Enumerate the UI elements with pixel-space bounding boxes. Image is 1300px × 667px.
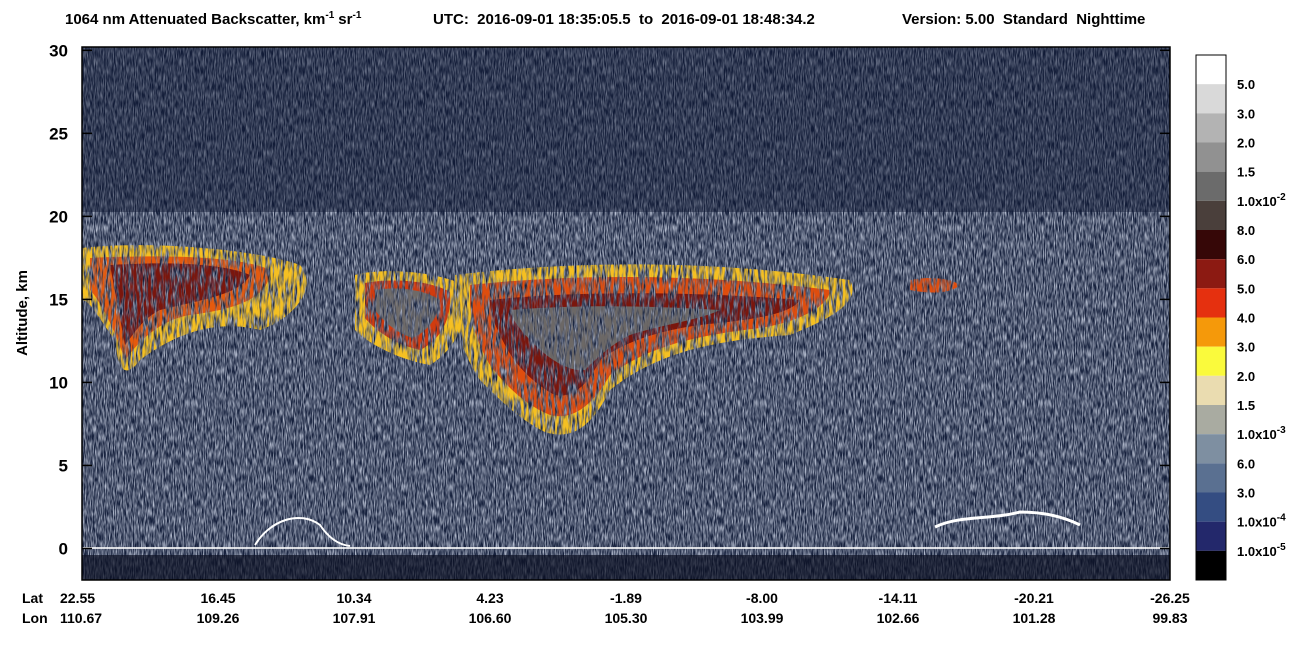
title-exp: -1 <box>325 10 334 21</box>
colorbar-label: 1.0x10-4 <box>1237 513 1286 530</box>
y-tick-label: 10 <box>49 373 68 392</box>
colorbar-label-base: 1.0x10 <box>1237 544 1277 559</box>
x-tick-label: 110.67 <box>60 610 102 626</box>
title-exp: -1 <box>352 10 361 21</box>
x-tick-label: -8.00 <box>746 590 778 606</box>
colorbar-label: 6.0 <box>1237 456 1255 471</box>
x-tick-label: 16.45 <box>200 590 235 606</box>
surface-return <box>254 516 351 547</box>
colorbar-label: 6.0 <box>1237 252 1255 267</box>
colorbar-label: 3.0 <box>1237 106 1255 121</box>
colorbar-swatch <box>1196 317 1226 347</box>
colorbar-label: 1.0x10-5 <box>1237 542 1286 559</box>
y-axis-label: Altitude, km <box>14 270 31 356</box>
colorbar-label-exp: -4 <box>1277 513 1286 524</box>
colorbar-swatch <box>1196 375 1226 405</box>
curtain-image <box>82 47 1170 580</box>
colorbar-swatch <box>1196 84 1226 114</box>
colorbar-swatch <box>1196 230 1226 260</box>
colorbar-label: 8.0 <box>1237 223 1255 238</box>
version: Version: 5.00 Standard Nighttime <box>902 11 1145 28</box>
x-tick-label: 99.83 <box>1152 610 1187 626</box>
colorbar-swatch <box>1196 463 1226 493</box>
colorbar-label: 2.0 <box>1237 136 1255 151</box>
colorbar-swatch <box>1196 113 1226 143</box>
y-tick-label: 15 <box>49 290 68 309</box>
colorbar-label-exp: -3 <box>1277 425 1286 436</box>
plot-frame <box>81 46 1171 581</box>
colorbar-label: 4.0 <box>1237 311 1255 326</box>
x-tick-label: 107.91 <box>333 610 376 626</box>
colorbar-label-base: 1.0x10 <box>1237 427 1277 442</box>
colorbar-swatch <box>1196 521 1226 551</box>
colorbar-swatch <box>1196 434 1226 464</box>
y-tick-label: 25 <box>49 124 68 143</box>
y-tick-label: 30 <box>49 41 68 60</box>
x-tick-label: -14.11 <box>879 590 918 606</box>
colorbar-swatch <box>1196 492 1226 522</box>
x-tick-label: -26.25 <box>1150 590 1190 606</box>
colorbar-label: 3.0 <box>1237 486 1255 501</box>
x-tick-label: 22.55 <box>60 590 95 606</box>
colorbar-swatch <box>1196 259 1226 289</box>
x-tick-label: -20.21 <box>1014 590 1054 606</box>
x-tick-label: 10.34 <box>336 590 371 606</box>
colorbar-label: 1.5 <box>1237 165 1255 180</box>
colorbar-swatch <box>1196 288 1226 318</box>
colorbar-swatch <box>1196 346 1226 376</box>
x-tick-label: 109.26 <box>197 610 240 626</box>
colorbar-label: 3.0 <box>1237 340 1255 355</box>
title-unit: sr <box>338 11 352 28</box>
x-row-name: Lon <box>22 610 48 626</box>
colorbar-label: 1.5 <box>1237 398 1255 413</box>
x-row-name: Lat <box>22 590 43 606</box>
subtitle: UTC: 2016-09-01 18:35:05.5 to 2016-09-01… <box>433 11 815 28</box>
colorbar-label-exp: -5 <box>1277 542 1286 553</box>
colorbar-label: 1.0x10-3 <box>1237 425 1286 442</box>
colorbar-swatch <box>1196 200 1226 230</box>
x-tick-label: 101.28 <box>1013 610 1056 626</box>
upper-dark <box>82 47 1170 212</box>
surface-return <box>934 510 1081 529</box>
colorbar-swatch <box>1196 171 1226 201</box>
y-tick-label: 20 <box>49 207 68 226</box>
x-tick-label: 4.23 <box>476 590 503 606</box>
colorbar-swatch <box>1196 142 1226 172</box>
colorbar-label: 5.0 <box>1237 77 1255 92</box>
colorbar-swatch <box>1196 550 1226 580</box>
title-text: 1064 nm Attenuated Backscatter, km <box>65 11 325 28</box>
x-tick-label: 103.99 <box>741 610 784 626</box>
x-tick-label: -1.89 <box>610 590 642 606</box>
colorbar-label-exp: -2 <box>1277 192 1286 203</box>
colorbar-frame <box>1195 54 1227 581</box>
x-tick-label: 106.60 <box>469 610 512 626</box>
y-tick-label: 0 <box>59 539 68 558</box>
y-tick-label: 5 <box>59 456 68 475</box>
subsurface <box>82 555 1170 580</box>
colorbar-swatch <box>1196 405 1226 435</box>
colorbar-label: 1.0x10-2 <box>1237 192 1286 209</box>
colorbar-swatch <box>1196 55 1226 85</box>
chart-title: 1064 nm Attenuated Backscatter, km-1 sr-1 <box>65 10 362 28</box>
x-tick-label: 102.66 <box>877 610 920 626</box>
colorbar-label-base: 1.0x10 <box>1237 194 1277 209</box>
colorbar-label: 5.0 <box>1237 281 1255 296</box>
colorbar-label-base: 1.0x10 <box>1237 515 1277 530</box>
colorbar-label: 2.0 <box>1237 369 1255 384</box>
x-tick-label: 105.30 <box>605 610 648 626</box>
clouds <box>82 245 960 435</box>
